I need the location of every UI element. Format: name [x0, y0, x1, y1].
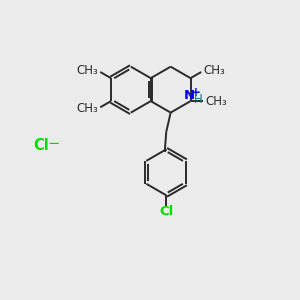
Text: N: N [184, 89, 195, 102]
Text: Cl: Cl [159, 205, 173, 218]
Text: CH₃: CH₃ [77, 102, 98, 115]
Text: CH₃: CH₃ [205, 94, 227, 108]
Text: Cl: Cl [34, 138, 50, 153]
Text: H: H [194, 93, 202, 106]
Text: CH₃: CH₃ [203, 64, 225, 77]
Text: CH₃: CH₃ [77, 64, 98, 77]
Text: +: + [191, 86, 201, 99]
Text: −: − [47, 136, 60, 151]
